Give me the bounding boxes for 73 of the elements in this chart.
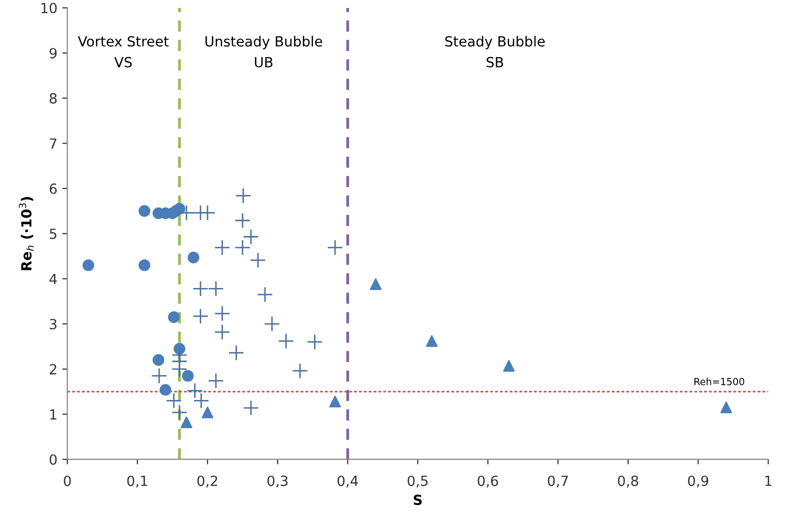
point — [152, 354, 164, 366]
point — [503, 360, 515, 372]
y-tick-label: 6 — [50, 183, 57, 194]
x-tick-label: 1 — [765, 476, 772, 486]
point — [178, 204, 194, 221]
point — [250, 252, 266, 268]
point — [242, 400, 259, 416]
point — [193, 392, 210, 409]
point — [329, 396, 341, 408]
point — [138, 259, 150, 272]
point — [166, 392, 182, 409]
point — [234, 212, 251, 228]
point — [264, 316, 280, 332]
y-tick-label: 5 — [50, 228, 56, 240]
point — [174, 342, 186, 355]
y-tick-label: 0 — [50, 454, 57, 465]
x-tick-label: 0,4 — [338, 476, 358, 488]
y-tick-label: 3 — [50, 318, 56, 330]
point — [160, 384, 172, 396]
y-tick-label: 10 — [41, 2, 57, 14]
point — [306, 334, 323, 350]
point — [151, 368, 168, 384]
y-tick-label: 2 — [50, 364, 56, 374]
point — [208, 372, 224, 389]
annotation: Vortex Street VS — [78, 36, 169, 68]
point — [186, 382, 203, 399]
y-tick-label: 8 — [50, 93, 57, 104]
point — [235, 188, 252, 204]
x-tick-label: 0,2 — [197, 476, 218, 488]
x-tick-label: 0,8 — [618, 476, 638, 488]
annotation: Unsteady Bubble UB — [206, 36, 322, 68]
point — [171, 361, 188, 378]
y-tick-label: 7 — [50, 138, 56, 149]
point — [242, 228, 259, 245]
point — [234, 240, 251, 256]
point — [171, 404, 188, 420]
x-tick-label: 0,1 — [127, 476, 148, 488]
x-tick-label: 0,6 — [478, 476, 498, 488]
y-tick-label: 9 — [50, 48, 57, 58]
point — [138, 205, 150, 217]
point — [202, 406, 214, 418]
point — [228, 344, 244, 361]
x-axis-title: S — [414, 494, 422, 506]
point — [214, 324, 230, 340]
point — [182, 370, 194, 382]
point — [214, 240, 230, 256]
point — [292, 362, 308, 379]
x-tick-label: 0,9 — [688, 476, 708, 488]
x-tick-label: 0 — [64, 476, 71, 486]
point — [370, 278, 382, 290]
annotation: Steady Bubble SB — [445, 36, 545, 68]
x-tick-label: 0,5 — [408, 476, 428, 488]
point — [208, 280, 224, 297]
ref-line-label: Reh=1500 — [694, 378, 744, 386]
y-tick-label: 1 — [50, 409, 56, 420]
point — [174, 202, 186, 215]
x-tick-label: 0,3 — [267, 476, 288, 488]
point — [257, 286, 273, 303]
point — [188, 252, 200, 264]
point — [82, 259, 94, 272]
point — [720, 402, 732, 414]
point — [214, 306, 230, 322]
point — [327, 240, 344, 256]
y-tick-label: 4 — [49, 274, 57, 284]
point — [426, 335, 438, 347]
point — [168, 311, 180, 323]
x-tick-label: 0,7 — [548, 476, 568, 488]
point — [278, 333, 294, 350]
point — [192, 308, 208, 324]
point — [200, 204, 216, 221]
point — [192, 280, 208, 297]
y-axis-title: Re$_{h}$ (·10$^{3}$) — [18, 197, 34, 270]
point — [180, 416, 192, 428]
